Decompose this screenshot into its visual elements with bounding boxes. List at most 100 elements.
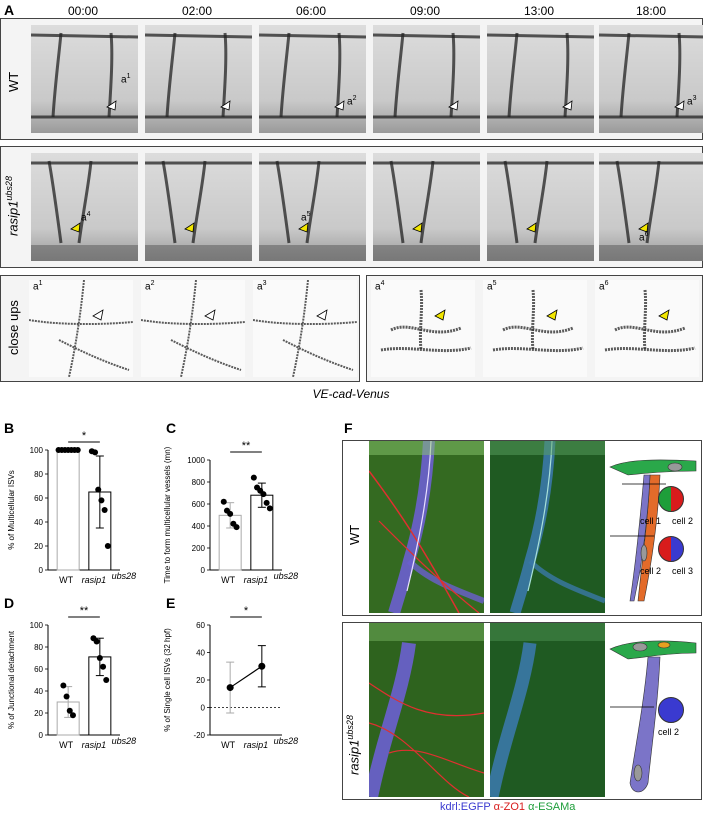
closeup-tile <box>371 280 475 377</box>
row-label-wt: WT <box>6 71 21 92</box>
closeup-tile <box>483 280 587 377</box>
annotation-base: a <box>639 232 645 244</box>
annotation-a2: a2 <box>347 95 356 107</box>
closeup-tile <box>253 280 357 377</box>
f-mutant-allele: ubs28 <box>345 715 355 740</box>
f-mutant-gene: rasip1 <box>346 739 362 775</box>
y-tick-label: 80 <box>34 470 43 479</box>
arrowhead-icon <box>562 100 573 111</box>
closeup-label: a1 <box>33 280 42 292</box>
closeup-drawing <box>141 280 245 377</box>
data-point <box>93 638 100 645</box>
y-tick-label: 40 <box>34 687 43 696</box>
mutant-gene: rasip1 <box>5 200 21 236</box>
vessel-drawing <box>145 32 252 119</box>
annotation-base: a <box>687 96 693 108</box>
vessel-drawing <box>145 160 252 261</box>
mutant-timelapse-tile <box>487 153 594 261</box>
x-category-wt: WT <box>59 740 73 750</box>
vessel-drawing <box>599 160 703 261</box>
f-wt-schematic <box>609 459 697 602</box>
timepoint-label: 00:00 <box>67 4 99 18</box>
annotation-a3: a3 <box>687 95 696 107</box>
annotation-sup: 3 <box>692 95 697 102</box>
y-tick-label: 40 <box>196 649 205 658</box>
mutant-timelapse-tile <box>31 153 138 261</box>
row-label-mutant: rasip1ubs28 <box>4 176 20 236</box>
data-point <box>98 497 105 504</box>
data-point <box>92 449 99 456</box>
vessel-drawing <box>599 32 703 119</box>
legend-zo1: α-ZO1 <box>493 801 526 813</box>
closeup-label: a6 <box>599 280 608 292</box>
closeup-label: a3 <box>257 280 266 292</box>
panel-label-e: E <box>166 595 176 611</box>
wt-timelapse-tile <box>487 25 594 133</box>
y-tick-label: 0 <box>39 731 44 740</box>
legend-egfp: kdrl:EGFP <box>440 801 491 813</box>
closeup-label: a5 <box>487 280 496 292</box>
vessel-drawing <box>259 32 366 119</box>
closeup-drawing <box>492 289 584 353</box>
data-point <box>96 655 103 661</box>
mutant-timelapse-frame: a4 a5 a6 <box>0 146 703 268</box>
color-legend: kdrl:EGFP α-ZO1 α-ESAMa <box>440 801 575 813</box>
data-point <box>233 524 240 531</box>
panel-label-d: D <box>4 595 15 611</box>
annotation-base: a <box>301 212 307 224</box>
data-point <box>226 684 234 692</box>
y-tick-label: 80 <box>34 643 43 652</box>
wt-timelapse-tile <box>31 25 138 133</box>
significance-marker: * <box>244 605 249 617</box>
figure-caption: VE-cad-Venus <box>312 387 390 401</box>
f-wt-esama-image <box>490 441 605 613</box>
y-tick-label: 0 <box>39 566 44 575</box>
x-category-mutant-allele: ubs28 <box>274 736 299 746</box>
annotation-base: a <box>81 212 87 224</box>
x-category-wt: WT <box>221 740 235 750</box>
arrowhead-icon <box>526 222 537 233</box>
data-point <box>100 663 107 670</box>
arrowhead-icon <box>220 100 231 111</box>
f-wt-cell-circle-1 <box>658 486 684 512</box>
arrowhead-icon <box>546 309 558 321</box>
vessel-drawing <box>487 160 594 261</box>
closeup-label: a4 <box>375 280 384 292</box>
y-tick-label: 20 <box>34 542 43 551</box>
data-point <box>63 693 70 700</box>
panel-label-b: B <box>4 420 15 436</box>
x-category-wt: WT <box>59 575 73 585</box>
data-point <box>260 491 267 498</box>
data-point <box>66 707 73 714</box>
data-point <box>103 677 110 683</box>
y-tick-label: -20 <box>193 731 205 740</box>
annotation-base: a <box>375 281 381 293</box>
annotation-sup: 4 <box>86 211 91 218</box>
annotation-sup: 2 <box>150 280 155 287</box>
vessel-drawing <box>259 160 366 261</box>
charts-svg: 0 20 40 60 80 100 % of Multicellular ISVs * WT ra… <box>7 430 299 750</box>
series-line <box>229 665 263 689</box>
data-point <box>74 447 81 453</box>
data-point <box>263 499 270 506</box>
arrowhead-icon <box>658 309 670 321</box>
annotation-base: a <box>121 74 127 86</box>
y-tick-label: 60 <box>34 665 43 674</box>
annotation-sup: 6 <box>644 231 649 238</box>
x-category-mutant: rasip1 <box>244 740 269 750</box>
annotation-sup: 3 <box>262 280 267 287</box>
f-row-label-mutant: rasip1ubs28 <box>345 715 361 775</box>
data-point <box>69 712 76 719</box>
y-axis-label: Time to form multicellular vessels (mn) <box>163 446 172 583</box>
annotation-sup: 5 <box>306 211 311 218</box>
f-mutant-cell-circle <box>658 697 684 723</box>
mutant-allele: ubs28 <box>4 176 14 201</box>
arrowhead-icon <box>674 100 685 111</box>
y-tick-label: 20 <box>34 709 43 718</box>
arrowhead-icon <box>70 222 81 233</box>
y-tick-label: 400 <box>192 522 206 531</box>
f-wt-cell2-label-bottom: cell 2 <box>640 566 662 576</box>
annotation-sup: 1 <box>126 73 131 80</box>
y-tick-label: 60 <box>196 621 205 630</box>
x-category-mutant: rasip1 <box>82 575 107 585</box>
